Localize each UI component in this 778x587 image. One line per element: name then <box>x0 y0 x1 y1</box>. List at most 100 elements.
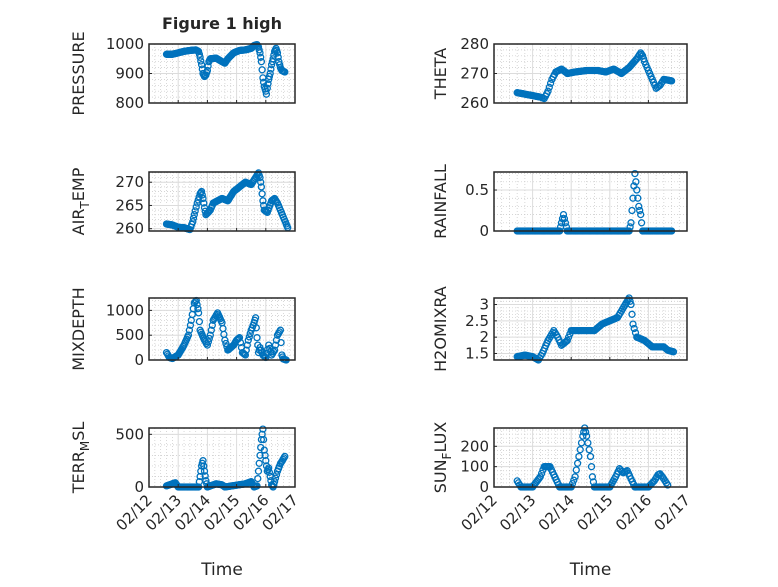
x-tick-label: 02/13 <box>496 491 539 534</box>
axes-box <box>493 427 688 488</box>
data-point <box>206 331 214 339</box>
y-tick-label: 500 <box>115 326 144 344</box>
y-tick-label: 260 <box>115 220 144 238</box>
data-point <box>196 53 204 61</box>
y-tick-label: 270 <box>460 65 489 83</box>
data-point <box>257 53 265 61</box>
data-point <box>584 439 592 447</box>
y-tick-label: 270 <box>115 173 144 191</box>
x-tick-label: 02/15 <box>573 491 616 534</box>
data-point <box>197 187 206 196</box>
data-point <box>259 197 267 205</box>
x-tick-label: 02/12 <box>458 491 501 534</box>
data-point <box>189 218 197 226</box>
y-axis-label: RAINFALL <box>431 164 450 239</box>
data-point <box>635 202 643 211</box>
data-point <box>276 326 285 334</box>
data-point <box>267 65 275 73</box>
y-tick-label: 500 <box>115 425 144 443</box>
data-point <box>265 341 273 349</box>
data-point <box>637 219 646 227</box>
data-point <box>184 331 193 339</box>
data-point <box>207 326 215 334</box>
data-point <box>575 452 583 461</box>
x-tick-label: 02/17 <box>651 491 694 534</box>
data-point <box>253 482 261 490</box>
y-tick-label: 200 <box>460 437 489 455</box>
y-tick-label: 2 <box>479 328 489 346</box>
data-point <box>197 57 205 65</box>
data-point <box>192 203 200 211</box>
data-point <box>264 80 272 88</box>
data-point <box>244 336 252 344</box>
data-point <box>560 215 569 223</box>
data-point <box>573 459 582 467</box>
data-point <box>256 49 264 57</box>
data-point <box>234 334 243 343</box>
data-point <box>195 50 204 58</box>
data-point <box>274 53 282 61</box>
data-point <box>281 68 289 76</box>
y-tick-label: 800 <box>115 94 144 112</box>
x-tick-label: 02/14 <box>535 491 578 534</box>
data-point <box>628 310 636 318</box>
y-tick-label: 0 <box>134 351 144 369</box>
data-point <box>626 223 634 231</box>
data-point <box>258 190 266 198</box>
y-tick-label: 260 <box>460 94 489 112</box>
plot-area <box>494 172 687 231</box>
y-tick-label: 900 <box>115 65 144 83</box>
data-point <box>588 473 597 481</box>
data-point <box>571 473 579 481</box>
data-point <box>265 464 273 472</box>
data-point <box>546 79 555 87</box>
data-point <box>667 77 676 85</box>
data-point <box>570 476 578 484</box>
data-point <box>199 194 207 203</box>
subplot-terr-msl: 050002/1202/1302/1402/1502/1602/17TERRMS… <box>69 422 302 580</box>
subplot-pressure: 800 900 1000 PRESSURE Figure 1 high <box>69 14 296 116</box>
data-point <box>236 338 245 347</box>
y-tick-label: 0 <box>479 222 489 240</box>
subplot-air-temp: 260 265 270 AIRTEMP <box>69 167 296 238</box>
y-tick-label: 0.5 <box>465 181 489 199</box>
data-point <box>586 452 595 461</box>
data-point <box>253 334 261 342</box>
data-point <box>243 341 251 349</box>
data-point <box>585 446 593 454</box>
data-point <box>277 338 285 347</box>
data-point <box>629 194 637 202</box>
data-point <box>222 339 230 348</box>
data-point <box>200 467 209 475</box>
data-point <box>582 432 591 440</box>
data-point <box>194 305 202 313</box>
data-point <box>241 351 250 359</box>
data-point <box>633 186 641 194</box>
subplot-rainfall: 0 0.5 RAINFALL <box>431 164 688 240</box>
data-point <box>257 178 265 186</box>
data-point <box>198 191 206 199</box>
y-tick-label: 3 <box>479 296 489 314</box>
data-point <box>587 463 596 471</box>
data-point <box>537 469 546 478</box>
data-point <box>189 214 198 222</box>
data-point <box>270 478 279 486</box>
data-point <box>245 333 253 341</box>
data-point <box>242 346 250 354</box>
data-point <box>582 428 590 436</box>
data-point <box>201 472 209 480</box>
axes-box <box>493 297 688 361</box>
y-axis-label: SUNFLUX <box>431 422 454 494</box>
data-point <box>204 338 213 346</box>
data-point <box>265 72 274 81</box>
y-tick-label: 0 <box>479 478 489 496</box>
data-point <box>190 211 198 219</box>
y-axis-label: TERRMSL <box>69 422 92 495</box>
data-point <box>636 206 644 215</box>
data-point <box>221 336 229 344</box>
data-point <box>240 350 249 358</box>
data-point <box>561 219 570 227</box>
data-point <box>195 317 204 326</box>
y-tick-label: 1000 <box>106 35 144 53</box>
